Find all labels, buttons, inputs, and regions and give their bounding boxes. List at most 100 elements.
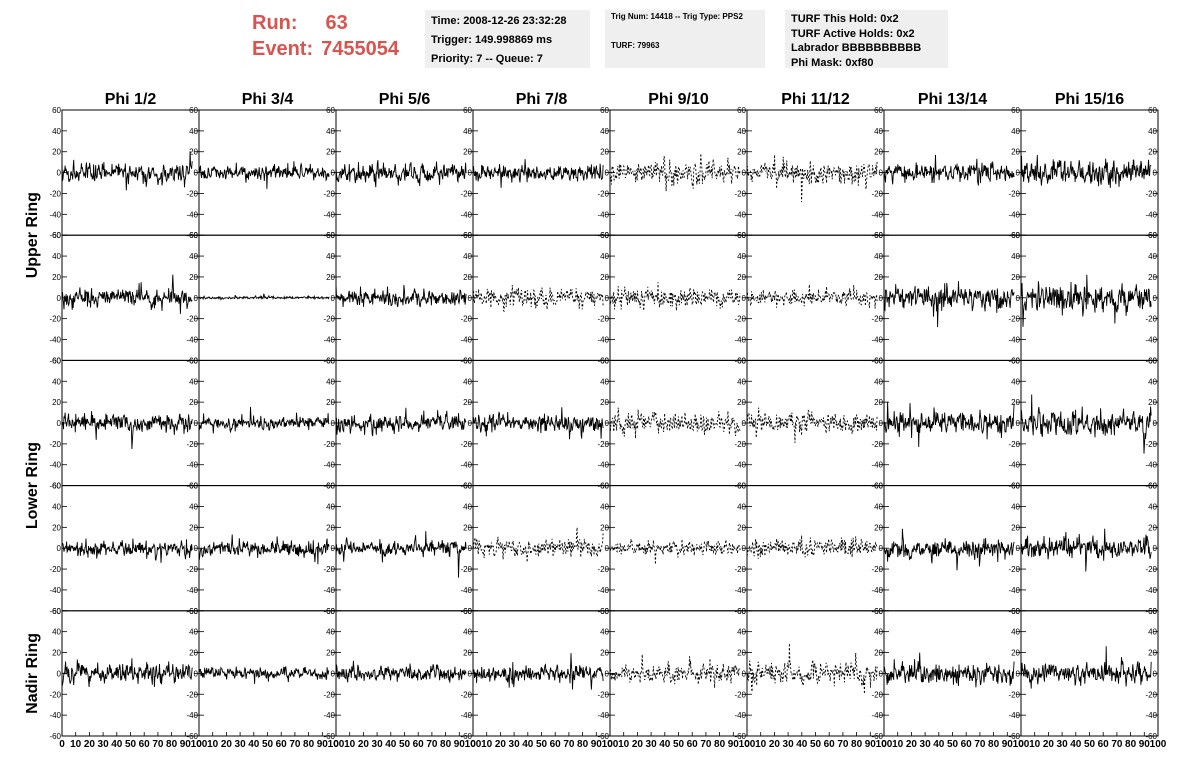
ytick-label: -40: [1145, 461, 1157, 470]
xtick-label: 10: [755, 739, 767, 750]
xtick-label: 40: [796, 739, 808, 750]
xtick-label: 10: [344, 739, 356, 750]
ytick-label: 60: [1011, 231, 1020, 240]
ytick-label: 20: [1148, 398, 1157, 407]
xtick-label: 60: [276, 739, 288, 750]
xtick-label: 90: [728, 739, 740, 750]
ytick-label: -40: [1008, 461, 1020, 470]
ytick-label: 60: [737, 607, 746, 616]
turf-info-box: TURF This Hold: 0x2 TURF Active Holds: 0…: [785, 10, 948, 69]
xtick-label: 70: [974, 739, 986, 750]
ytick-label: -40: [734, 461, 746, 470]
waveform-trace: [61, 538, 193, 563]
ytick-label: 60: [600, 356, 609, 365]
ytick-label: 40: [737, 628, 746, 637]
ytick-label: 20: [189, 273, 198, 282]
ytick-label: 0: [605, 169, 610, 178]
ytick-label: 40: [189, 628, 198, 637]
waveform-trace: [335, 660, 467, 683]
trig-num-text: Trig Num: 14418 -- Trig Type: PPS2: [611, 12, 743, 21]
ytick-label: 20: [326, 398, 335, 407]
ytick-label: -40: [1145, 586, 1157, 595]
ytick-label: -60: [597, 231, 609, 240]
column-header: Phi 5/6: [379, 91, 431, 108]
ytick-label: 20: [463, 523, 472, 532]
xtick-label: 100: [1013, 739, 1030, 750]
ytick-label: -20: [49, 189, 61, 198]
ytick-label: 0: [605, 669, 610, 678]
ytick-label: 0: [1153, 669, 1158, 678]
xtick-label: 90: [1139, 739, 1151, 750]
ytick-label: 0: [468, 169, 473, 178]
ytick-label: -40: [460, 711, 472, 720]
ytick-label: -40: [186, 336, 198, 345]
ytick-label: -60: [323, 732, 335, 741]
ytick-label: -20: [323, 189, 335, 198]
ytick-label: -60: [1008, 231, 1020, 240]
xtick-label: 0: [59, 739, 65, 750]
waveform-trace: [472, 407, 604, 440]
ytick-label: 40: [463, 252, 472, 261]
xtick-label: 100: [191, 739, 208, 750]
waveform-trace: [198, 406, 330, 434]
ytick-label: -20: [1145, 440, 1157, 449]
xtick-label: 30: [783, 739, 795, 750]
xtick-label: 20: [221, 739, 233, 750]
ytick-label: 0: [468, 419, 473, 428]
ytick-label: 20: [600, 523, 609, 532]
column-header: Phi 7/8: [516, 91, 568, 108]
ytick-label: 60: [874, 607, 883, 616]
xtick-label: 40: [248, 739, 260, 750]
run-event-info: Run: 63 Event: 7455054: [252, 10, 399, 62]
ytick-label: 0: [1153, 294, 1158, 303]
ytick-label: -40: [460, 336, 472, 345]
ytick-label: 60: [1011, 356, 1020, 365]
ytick-label: -20: [323, 565, 335, 574]
xtick-label: 30: [235, 739, 247, 750]
ytick-label: -60: [323, 231, 335, 240]
ytick-label: 20: [1148, 148, 1157, 157]
xtick-label: 30: [98, 739, 110, 750]
column-header: Phi 13/14: [918, 91, 987, 108]
ytick-label: -60: [871, 231, 883, 240]
ytick-label: 0: [742, 294, 747, 303]
waveform-trace: [61, 658, 193, 688]
xtick-label: 20: [84, 739, 96, 750]
ytick-label: -20: [323, 315, 335, 324]
ytick-label: 0: [879, 294, 884, 303]
xtick-label: 100: [602, 739, 619, 750]
ytick-label: 0: [742, 544, 747, 553]
xtick-label: 90: [180, 739, 192, 750]
ytick-label: 40: [874, 502, 883, 511]
ytick-label: -20: [871, 690, 883, 699]
ytick-label: -20: [871, 440, 883, 449]
waveform-trace: [609, 407, 741, 439]
ytick-label: 60: [874, 356, 883, 365]
ytick-label: 60: [737, 106, 746, 115]
ytick-label: -60: [186, 607, 198, 616]
xtick-label: 70: [563, 739, 575, 750]
ytick-label: 40: [600, 377, 609, 386]
ytick-label: -40: [49, 336, 61, 345]
ytick-label: -40: [460, 210, 472, 219]
ytick-label: 40: [1148, 252, 1157, 261]
ytick-label: 20: [874, 273, 883, 282]
ytick-label: -60: [1145, 732, 1157, 741]
trigger-info-box: Trig Num: 14418 -- Trig Type: PPS2 TURF:…: [605, 10, 765, 68]
ytick-label: -20: [186, 440, 198, 449]
ytick-label: 20: [600, 649, 609, 658]
ytick-label: 40: [1148, 628, 1157, 637]
ytick-label: -40: [734, 210, 746, 219]
waveform-trace: [746, 535, 878, 559]
ytick-label: 40: [463, 377, 472, 386]
ytick-label: -40: [734, 711, 746, 720]
waveform-trace: [198, 161, 330, 189]
xtick-label: 10: [618, 739, 630, 750]
ytick-label: 20: [874, 523, 883, 532]
xtick-label: 30: [372, 739, 384, 750]
ytick-label: 40: [52, 127, 61, 136]
ytick-label: 20: [737, 398, 746, 407]
ytick-label: 0: [194, 294, 199, 303]
ytick-label: 40: [874, 628, 883, 637]
